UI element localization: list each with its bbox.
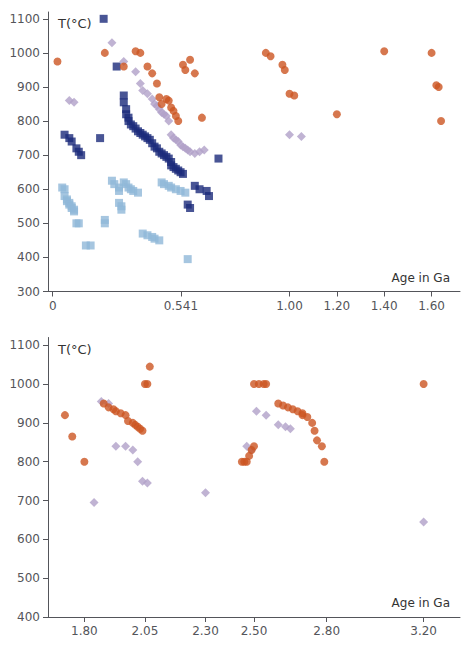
svg-text:400: 400 <box>17 610 40 624</box>
svg-text:1.60: 1.60 <box>418 299 445 313</box>
svg-text:1000: 1000 <box>9 46 40 60</box>
svg-text:800: 800 <box>17 455 40 469</box>
svg-text:2.30: 2.30 <box>192 624 219 638</box>
svg-text:700: 700 <box>17 494 40 508</box>
svg-text:1100: 1100 <box>9 12 40 26</box>
svg-text:1.80: 1.80 <box>71 624 98 638</box>
svg-text:600: 600 <box>17 532 40 546</box>
svg-text:700: 700 <box>17 148 40 162</box>
svg-text:1.20: 1.20 <box>324 299 351 313</box>
svg-text:Age in Ga: Age in Ga <box>392 271 450 285</box>
svg-text:900: 900 <box>17 80 40 94</box>
svg-text:500: 500 <box>17 216 40 230</box>
svg-text:900: 900 <box>17 416 40 430</box>
svg-text:1.00: 1.00 <box>276 299 303 313</box>
svg-text:2.50: 2.50 <box>241 624 268 638</box>
svg-text:3.20: 3.20 <box>410 624 437 638</box>
svg-text:800: 800 <box>17 114 40 128</box>
svg-text:400: 400 <box>17 250 40 264</box>
svg-text:1100: 1100 <box>9 338 40 352</box>
svg-text:1000: 1000 <box>9 377 40 391</box>
svg-text:T(°C): T(°C) <box>57 342 92 357</box>
svg-text:2.05: 2.05 <box>132 624 159 638</box>
svg-text:1.40: 1.40 <box>371 299 398 313</box>
svg-text:300: 300 <box>17 285 40 299</box>
svg-text:500: 500 <box>17 571 40 585</box>
svg-text:Age in Ga: Age in Ga <box>392 596 450 610</box>
svg-text:T(°C): T(°C) <box>57 16 92 31</box>
svg-text:0.541: 0.541 <box>164 299 198 313</box>
svg-text:600: 600 <box>17 182 40 196</box>
svg-text:0: 0 <box>49 299 57 313</box>
svg-text:2.80: 2.80 <box>313 624 340 638</box>
